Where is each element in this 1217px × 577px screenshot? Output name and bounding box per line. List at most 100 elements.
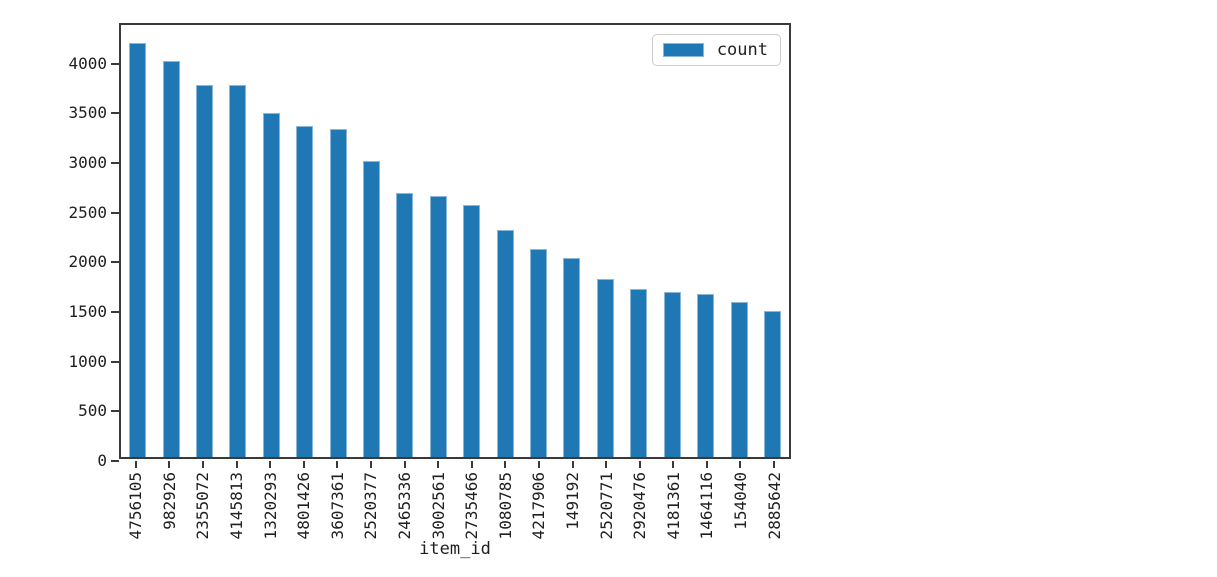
y-tick-label: 500 — [78, 401, 107, 421]
y-tick-mark — [111, 410, 119, 413]
x-tick-mark — [638, 461, 641, 468]
x-tick-slot: 3002561 — [421, 461, 455, 539]
x-tick-slot: 1320293 — [253, 461, 287, 539]
bar-slot — [455, 25, 488, 457]
bar-slot — [756, 25, 789, 457]
y-tick-label: 1500 — [68, 302, 107, 322]
bar-4756105 — [129, 42, 147, 457]
x-tick-slot: 4756105 — [119, 461, 153, 539]
x-tick-slot: 982926 — [153, 461, 187, 539]
x-tick-mark — [504, 461, 507, 468]
x-tick-mark — [369, 461, 372, 468]
y-tick-mark — [111, 460, 119, 462]
x-tick-label: 2885642 — [764, 472, 784, 540]
x-tick-mark — [403, 461, 406, 468]
bar-slot — [622, 25, 655, 457]
x-tick-mark — [134, 461, 137, 468]
bar-2520377 — [363, 161, 381, 457]
y-tick-mark — [111, 311, 119, 314]
y-tick-mark — [111, 162, 119, 165]
bar-982926 — [162, 60, 180, 457]
bar-2465336 — [396, 192, 414, 457]
bar-2920476 — [630, 289, 648, 457]
bar-slot — [589, 25, 622, 457]
x-tick-slot: 1080785 — [489, 461, 523, 539]
legend-swatch — [662, 43, 704, 57]
y-tick-label: 2500 — [68, 202, 107, 222]
x-tick-label: 4801426 — [294, 472, 314, 540]
x-tick-mark — [302, 461, 305, 468]
x-tick-mark — [470, 461, 473, 468]
plot-area: count 0 500 1000 1500 2000 2500 3000 3500 4000 — [68, 23, 791, 470]
x-tick-mark — [605, 461, 608, 468]
bar-slot — [555, 25, 588, 457]
x-tick-slot: 4217906 — [522, 461, 556, 539]
bar-slot — [355, 25, 388, 457]
x-tick-label: 1320293 — [260, 472, 280, 540]
bar-slot — [422, 25, 455, 457]
bar-4217906 — [530, 249, 548, 457]
y-tick-label: 4000 — [68, 53, 107, 73]
x-tick-slot: 3607361 — [321, 461, 355, 539]
y-tick-mark — [111, 62, 119, 65]
bar-2520771 — [596, 279, 614, 457]
bar-3002561 — [429, 195, 447, 457]
y-tick-label: 1000 — [68, 351, 107, 371]
x-tick-mark — [672, 461, 675, 468]
bar-2355072 — [196, 84, 214, 457]
bar-1464116 — [697, 294, 715, 457]
x-tick-label: 2735466 — [462, 472, 482, 540]
x-tick-mark — [437, 461, 440, 468]
x-axis: 4756105 982926 2355072 4145813 1320293 480142… — [119, 461, 791, 539]
x-tick-slot: 4801426 — [287, 461, 321, 539]
x-tick-slot: 1464116 — [690, 461, 724, 539]
bar-1320293 — [262, 113, 280, 457]
bar-149192 — [563, 258, 581, 457]
x-tick-label: 2520771 — [596, 472, 616, 540]
x-tick-label: 1464116 — [697, 472, 717, 540]
x-tick-label: 2920476 — [630, 472, 650, 540]
x-tick-label: 2465336 — [395, 472, 415, 540]
x-tick-label: 3002561 — [428, 472, 448, 540]
bars-container — [121, 25, 789, 457]
legend-label: count — [716, 40, 768, 60]
x-tick-mark — [201, 461, 204, 468]
bar-slot — [388, 25, 421, 457]
y-tick-label: 0 — [97, 451, 107, 470]
x-tick-slot: 2520377 — [354, 461, 388, 539]
x-tick-slot: 2465336 — [388, 461, 422, 539]
x-tick-slot: 2920476 — [623, 461, 657, 539]
x-tick-slot: 154040 — [724, 461, 758, 539]
bar-4181361 — [663, 292, 681, 457]
y-tick-label: 3000 — [68, 153, 107, 173]
y-tick-mark — [111, 112, 119, 115]
x-tick-slot: 2885642 — [757, 461, 791, 539]
x-tick-slot: 4145813 — [220, 461, 254, 539]
x-tick-slot: 2355072 — [186, 461, 220, 539]
y-tick-mark — [111, 360, 119, 363]
bar-2885642 — [763, 311, 781, 457]
y-tick-label: 3500 — [68, 103, 107, 123]
bar-154040 — [730, 302, 748, 457]
x-tick-mark — [336, 461, 339, 468]
legend: count — [651, 34, 781, 66]
bar-slot — [221, 25, 254, 457]
x-tick-mark — [739, 461, 742, 468]
x-tick-mark — [773, 461, 776, 468]
x-tick-mark — [571, 461, 574, 468]
y-tick-mark — [111, 261, 119, 264]
bar-slot — [321, 25, 354, 457]
x-tick-label: 154040 — [730, 472, 750, 530]
x-tick-label: 149192 — [563, 472, 583, 530]
bar-2735466 — [463, 204, 481, 457]
x-tick-mark — [537, 461, 540, 468]
x-tick-mark — [235, 461, 238, 468]
x-tick-slot: 2735466 — [455, 461, 489, 539]
bar-slot — [522, 25, 555, 457]
x-tick-label: 3607361 — [327, 472, 347, 540]
x-tick-slot: 2520771 — [589, 461, 623, 539]
x-tick-label: 4181361 — [663, 472, 683, 540]
x-tick-mark — [168, 461, 171, 468]
bar-1080785 — [496, 229, 514, 457]
